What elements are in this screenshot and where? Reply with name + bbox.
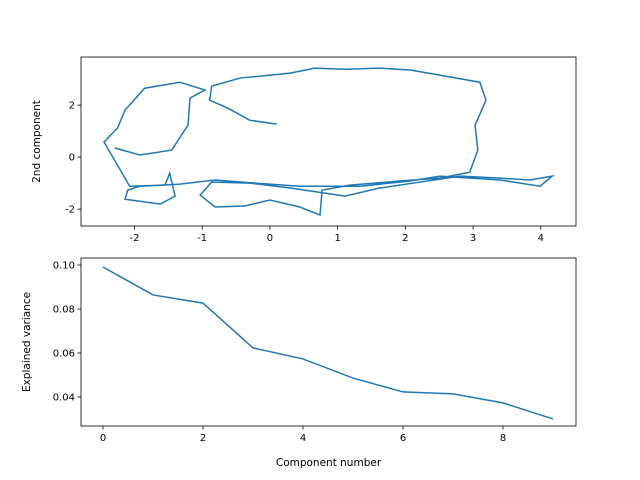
- y-tick-label: 0.06: [53, 348, 75, 359]
- data-line: [102, 266, 554, 420]
- axes-frame: [80, 257, 577, 427]
- x-tick-label: 4: [300, 433, 306, 444]
- y-axis-label: 2nd component: [31, 100, 43, 183]
- x-tick-label: 2: [200, 433, 206, 444]
- x-axis-label: Component number: [276, 457, 382, 469]
- x-tick-label: 0: [267, 233, 273, 244]
- y-tick-label: 0.10: [53, 261, 75, 272]
- x-tick-label: 8: [500, 433, 506, 444]
- y-tick-label: 0.04: [53, 392, 75, 403]
- x-tick-label: 3: [470, 233, 476, 244]
- axes-background: [81, 57, 576, 226]
- y-axis-label: Explained variance: [21, 292, 33, 392]
- x-tick-label: 2: [402, 233, 408, 244]
- x-tick-label: 6: [400, 433, 406, 444]
- y-tick-label: 0.08: [53, 305, 75, 316]
- x-tick-label: -2: [130, 233, 140, 244]
- y-tick-label: 0: [69, 153, 75, 164]
- y-tick-label: 2: [69, 101, 75, 112]
- x-tick-label: 1: [334, 233, 340, 244]
- data-line: [103, 67, 555, 217]
- x-tick-label: 0: [100, 433, 106, 444]
- axes-background: [81, 258, 576, 426]
- y-tick-label: -2: [65, 205, 75, 216]
- x-tick-label: 4: [538, 233, 544, 244]
- x-tick-label: -1: [197, 233, 207, 244]
- axes-frame: [80, 56, 577, 227]
